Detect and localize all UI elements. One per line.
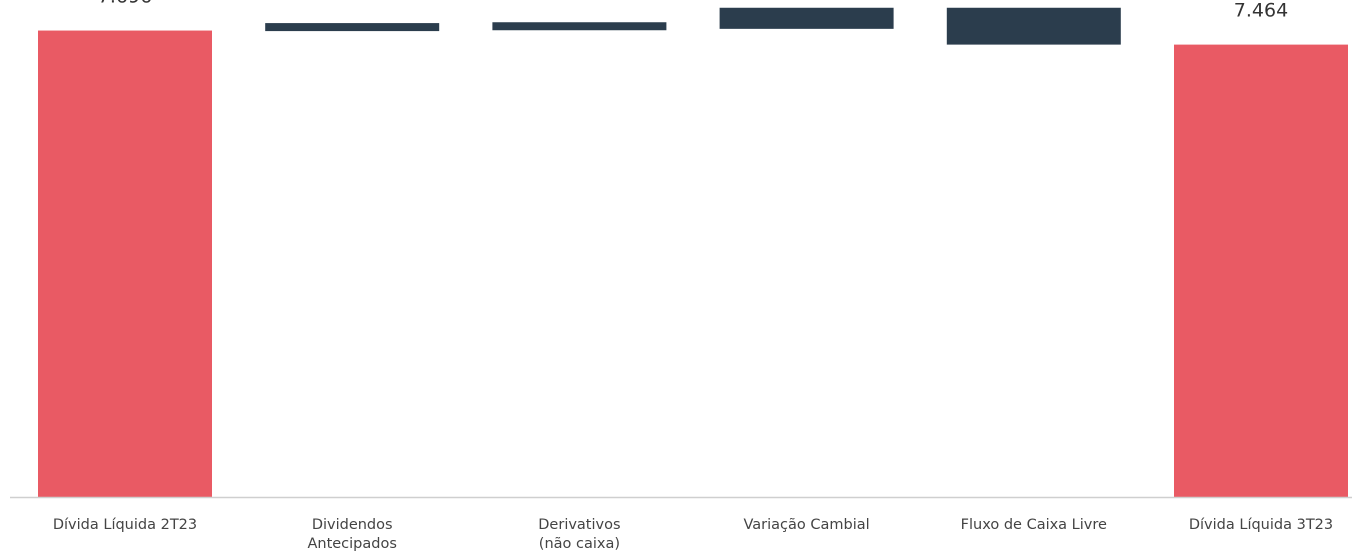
category-label-0: Dívida Líquida 2T23 — [53, 517, 197, 533]
category-label-1-line-1: Antecipados — [307, 536, 396, 551]
value-label-5: 7.464 — [1234, 0, 1288, 22]
category-label-4: Fluxo de Caixa Livre — [961, 517, 1107, 533]
category-label-2-line-1: (não caixa) — [539, 536, 620, 551]
bars-group — [38, 7, 1348, 498]
labels-group: 7.696Dívida Líquida 2T23114DividendosAnt… — [53, 0, 1333, 551]
bar-2 — [492, 22, 667, 31]
bar-4 — [946, 7, 1121, 45]
value-label-0: 7.696 — [98, 0, 152, 8]
category-label-2-line-0: Derivativos — [538, 517, 620, 533]
bar-5 — [1174, 44, 1348, 498]
bar-0 — [38, 30, 212, 498]
category-label-1-line-0: Dividendos — [312, 517, 393, 533]
category-label-5: Dívida Líquida 3T23 — [1189, 517, 1333, 533]
category-label-3: Variação Cambial — [744, 517, 870, 533]
bar-1 — [265, 23, 440, 32]
bar-3 — [719, 7, 894, 29]
